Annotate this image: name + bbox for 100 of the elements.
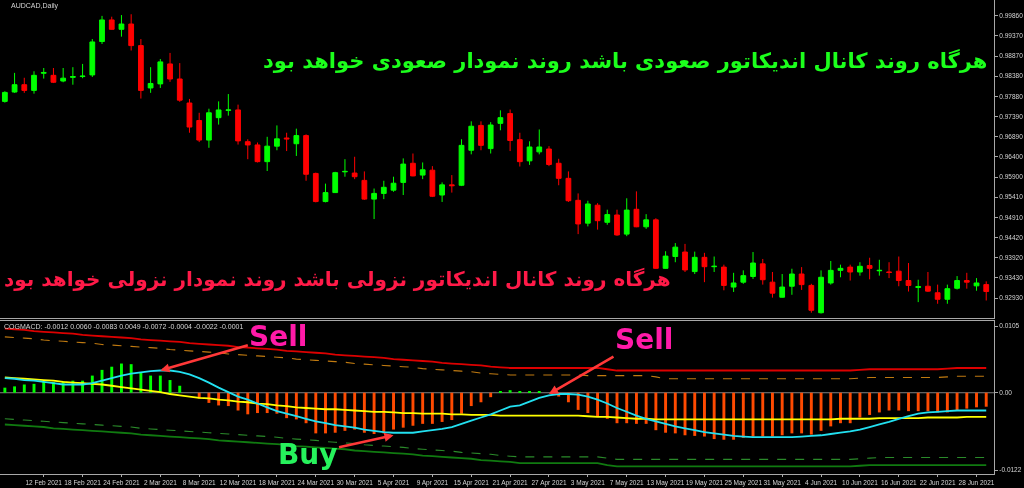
bar: [469, 392, 473, 407]
bar: [780, 392, 784, 436]
bar: [13, 386, 17, 393]
annotation: هرگاه روند کانال اندیکاتور صعودی باشد روند نمودار صعودی خواهد بود: [263, 48, 988, 73]
candlestick: [410, 153, 416, 177]
candlestick: [206, 108, 212, 149]
candlestick: [954, 275, 960, 290]
bar: [839, 392, 842, 424]
candlestick: [857, 261, 863, 277]
bar: [693, 392, 697, 436]
candlestick: [516, 132, 523, 168]
candlestick: [555, 158, 562, 186]
annotation: هرگاه روند کانال اندیکاتور نزولی باشد روند نمودار نزولی خواهد بود: [4, 267, 671, 291]
candlestick: [536, 128, 543, 155]
candlestick: [789, 268, 795, 296]
candlestick: [11, 72, 18, 94]
candlestick: [662, 250, 669, 270]
candlestick: [779, 273, 786, 299]
bar: [858, 392, 862, 418]
bar: [926, 392, 930, 412]
bar: [916, 392, 920, 412]
candlestick: [497, 109, 504, 131]
candlestick: [176, 62, 183, 103]
candlestick: [740, 269, 747, 285]
candlestick: [652, 217, 659, 270]
bar: [401, 392, 405, 428]
bar: [955, 392, 959, 411]
candlestick: [21, 77, 28, 94]
candlestick: [322, 183, 329, 203]
candlestick: [196, 112, 203, 143]
candlestick: [118, 14, 125, 38]
bar: [829, 392, 833, 427]
bar: [936, 392, 940, 413]
bar: [809, 392, 813, 435]
candlestick: [808, 283, 815, 314]
candlestick: [312, 172, 319, 203]
candlestick: [584, 200, 591, 227]
annotation: Sell: [249, 320, 308, 353]
candlestick: [944, 284, 951, 305]
bar: [343, 392, 347, 431]
candlestick: [934, 284, 941, 305]
bar: [314, 392, 318, 434]
bar: [702, 392, 706, 437]
candlestick: [128, 13, 135, 51]
candlestick: [759, 258, 766, 286]
candlestick: [371, 188, 377, 220]
annotation: Buy: [278, 438, 338, 471]
candlestick: [983, 280, 990, 301]
bar: [664, 392, 668, 433]
candlestick: [167, 52, 173, 83]
candlestick: [604, 209, 611, 226]
bar: [421, 392, 425, 424]
bar: [450, 392, 454, 421]
candlestick: [147, 66, 154, 94]
candlestick: [274, 124, 280, 151]
candlestick: [818, 269, 824, 315]
candlestick: [546, 145, 552, 167]
bar: [362, 392, 366, 433]
candlestick: [157, 58, 164, 89]
candlestick: [721, 264, 727, 291]
bar: [42, 381, 46, 393]
candlestick: [973, 277, 980, 292]
candlestick: [594, 202, 601, 231]
candlestick: [215, 100, 222, 126]
candlestick: [390, 176, 397, 193]
bar: [644, 392, 648, 424]
candlestick: [332, 171, 339, 194]
bar: [907, 392, 910, 412]
bar: [984, 392, 988, 407]
candlestick: [876, 259, 883, 277]
bar: [761, 392, 765, 437]
bar: [897, 392, 901, 411]
bar: [256, 392, 259, 414]
candlestick: [79, 63, 86, 79]
bar: [324, 392, 327, 434]
candlestick: [69, 66, 76, 86]
bar: [790, 392, 794, 434]
candlestick: [458, 138, 465, 187]
candlestick: [866, 257, 873, 280]
annotation: Sell: [615, 323, 674, 356]
candlestick: [886, 261, 892, 279]
candlestick: [711, 256, 718, 273]
candlestick: [254, 142, 261, 163]
candlestick: [691, 251, 698, 275]
candlestick: [925, 271, 931, 293]
bar: [848, 392, 852, 424]
candlestick: [837, 264, 844, 278]
bar: [586, 392, 590, 414]
bar: [654, 392, 658, 431]
candlestick: [565, 170, 572, 203]
bar: [372, 392, 376, 434]
candlestick: [750, 251, 756, 280]
bar: [771, 392, 774, 437]
bar: [178, 385, 182, 393]
bar: [800, 392, 804, 434]
candlestick: [847, 264, 854, 282]
candlestick: [827, 260, 834, 286]
bar: [460, 392, 463, 414]
bar: [877, 392, 881, 413]
candlestick: [264, 136, 271, 172]
